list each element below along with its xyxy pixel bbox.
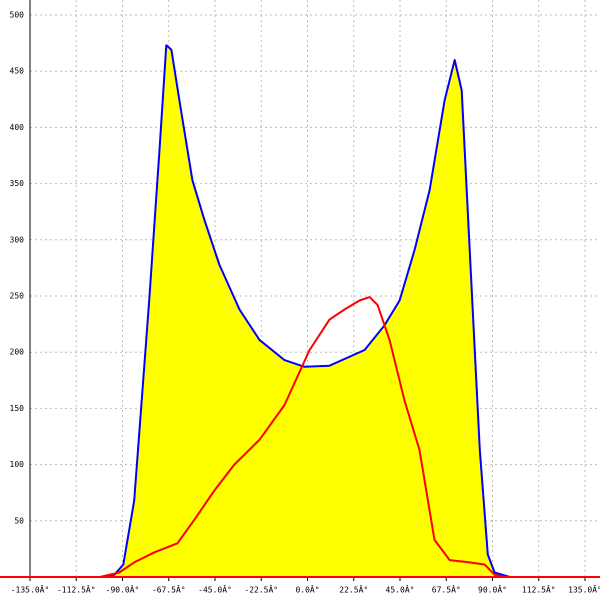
y-tick-label: 500: [10, 11, 25, 20]
y-tick-label: 300: [10, 235, 25, 244]
line: [99, 296, 506, 578]
area: [104, 45, 510, 578]
x-tick-label: -45.0Â°: [198, 584, 232, 595]
y-tick-label: 400: [10, 123, 25, 132]
x-tick-label: -67.5Â°: [152, 584, 186, 595]
line: [103, 44, 511, 578]
y-tick-label: 250: [10, 292, 25, 301]
x-tick-label: 112.5Â°: [522, 584, 556, 595]
y-tick-label: 350: [10, 179, 25, 188]
y-tick-label: 450: [10, 67, 25, 76]
x-tick-label: -22.5Â°: [244, 584, 278, 595]
y-tick-label: 150: [10, 404, 25, 413]
x-tick-label: 90.0Â°: [478, 584, 507, 595]
x-tick-label: 45.0Â°: [386, 584, 415, 595]
x-tick-label: -112.5Â°: [57, 584, 96, 595]
x-tick-label: 0.0Â°: [295, 584, 319, 595]
y-tick-label: 100: [10, 460, 25, 469]
x-tick-label: 67.5Â°: [432, 584, 461, 595]
x-tick-label: -90.0Â°: [106, 584, 140, 595]
x-tick-label: 22.5Â°: [339, 584, 368, 595]
x-tick-label: 135.0Â°: [568, 584, 600, 595]
y-tick-label: 50: [14, 516, 24, 525]
y-tick-label: 200: [10, 348, 25, 357]
x-tick-label: -135.0Â°: [11, 584, 50, 595]
